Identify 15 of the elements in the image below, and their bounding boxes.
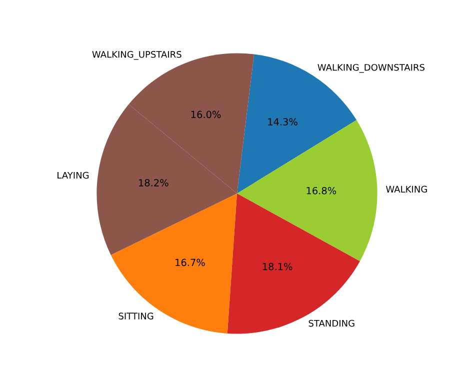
slice-label: WALKING [386, 186, 427, 193]
data-label: 16.7% [176, 258, 205, 266]
data-label: 18.2% [139, 179, 168, 186]
data-label: 14.3% [268, 118, 298, 126]
data-label: 18.1% [262, 262, 292, 270]
slice-label: WALKING_DOWNSTAIRS [318, 64, 424, 73]
slice-label: STANDING [308, 320, 354, 327]
slice-label: SITTING [118, 312, 154, 320]
data-label: 16.8% [306, 186, 336, 194]
slice-label: WALKING_UPSTAIRS [92, 50, 182, 60]
pie-slice [237, 120, 378, 262]
pie-slice [110, 194, 237, 334]
pie-slice [227, 194, 360, 334]
slice-label: LAYING [58, 172, 89, 179]
data-label: 16.0% [191, 110, 221, 118]
